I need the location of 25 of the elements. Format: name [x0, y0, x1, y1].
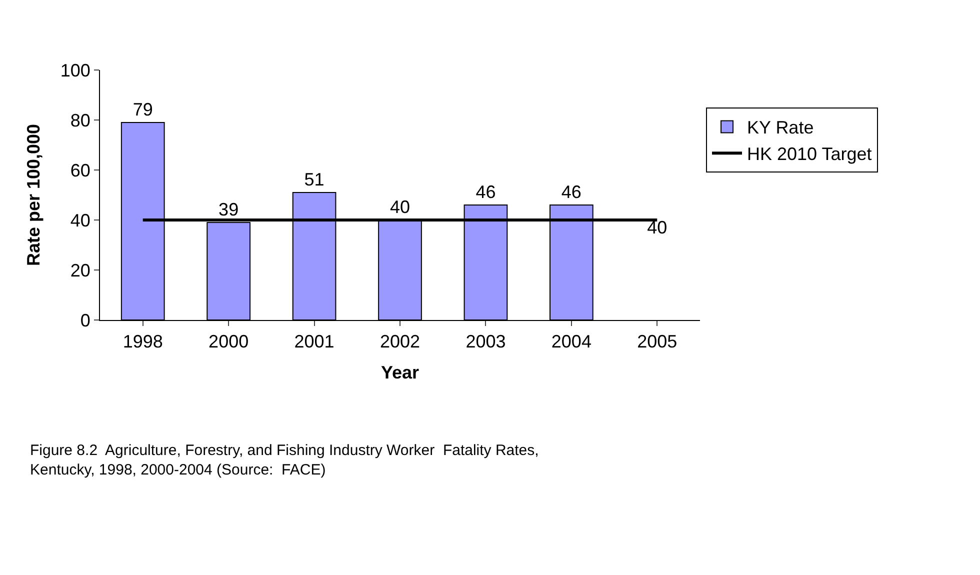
- y-tick-label: 0: [80, 310, 90, 330]
- x-tick-label: 2003: [466, 332, 506, 352]
- y-tick-label: 40: [70, 210, 90, 230]
- y-tick-label: 20: [70, 260, 90, 280]
- caption: Figure 8.2 Agriculture, Forestry, and Fishing Industry Worker Fatality Rates, Kentucky, 1998, 2000-2004 (Source: FACE): [30, 442, 539, 478]
- legend-label: KY Rate: [747, 118, 814, 138]
- x-tick-label: 2004: [551, 332, 592, 352]
- data-label: 40: [390, 197, 410, 217]
- data-label: 46: [561, 182, 582, 202]
- y-axis-title: Rate per 100,000: [24, 124, 44, 266]
- data-label: 79: [132, 100, 153, 120]
- x-tick-label: 2001: [294, 332, 334, 352]
- y-tick-label: 80: [70, 110, 90, 130]
- y-tick-label: 60: [70, 160, 90, 180]
- x-tick-label: 2005: [637, 332, 678, 352]
- data-label: 39: [218, 200, 239, 220]
- data-label: 46: [476, 182, 496, 202]
- legend-label: HK 2010 Target: [747, 144, 872, 164]
- data-label: 51: [304, 170, 324, 190]
- x-tick-label: 1998: [122, 332, 163, 352]
- y-tick-label: 100: [60, 60, 90, 80]
- data-label: 40: [647, 218, 668, 238]
- x-tick-label: 2000: [208, 332, 249, 352]
- x-axis-title: Year: [380, 362, 420, 383]
- x-tick-label: 2002: [380, 332, 420, 352]
